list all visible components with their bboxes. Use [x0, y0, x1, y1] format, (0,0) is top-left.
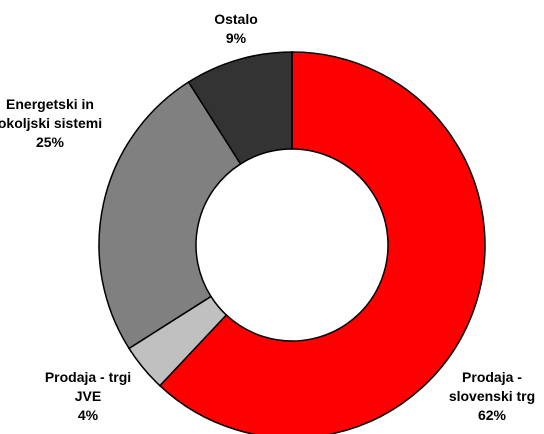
- value-label: 25%: [35, 134, 65, 150]
- category-name: Prodaja - trgi JVE: [44, 369, 132, 404]
- slice-label: Ostalo 9%: [196, 10, 276, 48]
- donut-slice: [158, 51, 486, 434]
- category-name: Prodaja - slovenski trg: [448, 369, 536, 404]
- category-name: Ostalo: [214, 11, 258, 27]
- donut-slice: [98, 81, 242, 350]
- value-label: 62%: [477, 407, 507, 423]
- value-label: 4%: [77, 407, 99, 423]
- donut-slice: [187, 51, 293, 165]
- value-label: 9%: [225, 30, 247, 46]
- slice-label: Prodaja - trgi JVE 4%: [43, 368, 133, 425]
- slice-label: Energetski in okoljski sistemi 25%: [0, 95, 105, 152]
- category-name: Energetski in okoljski sistemi: [0, 96, 103, 131]
- slice-label: Prodaja - slovenski trg 62%: [437, 368, 544, 425]
